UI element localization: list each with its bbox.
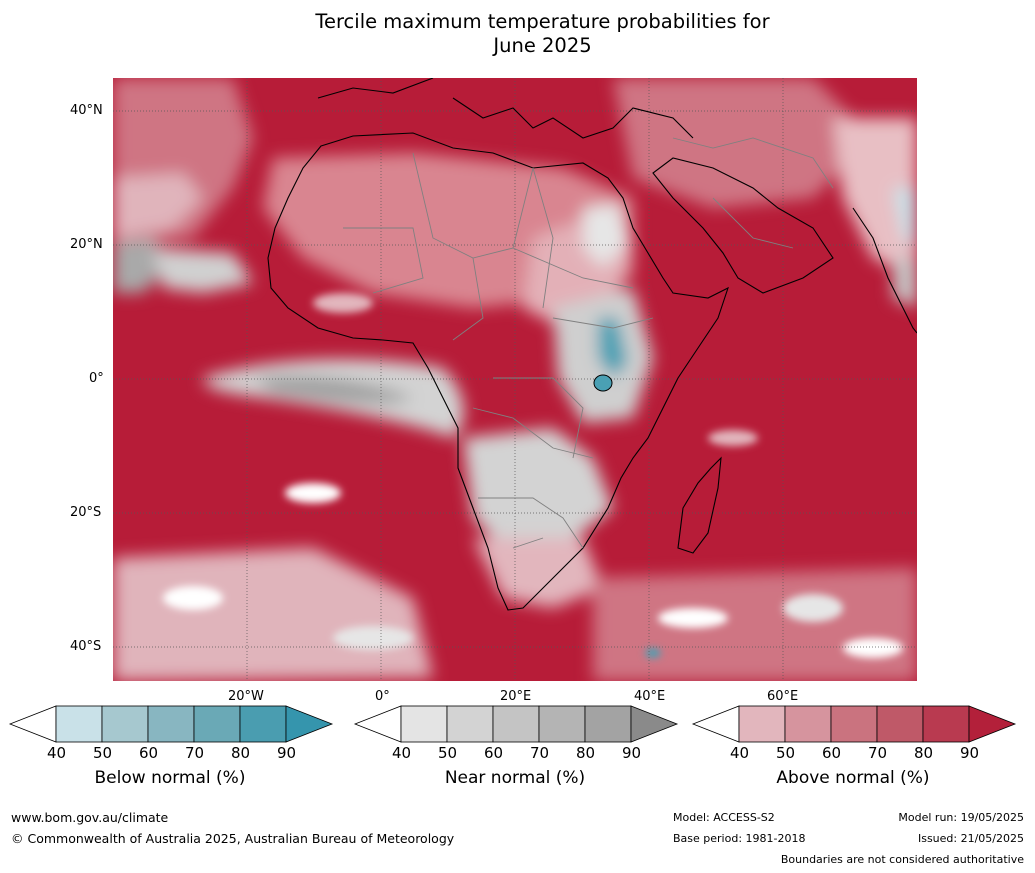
probability-patches <box>113 78 917 681</box>
africa-coastline <box>267 132 729 611</box>
lon-label-40e: 40°E <box>634 689 666 704</box>
title-line-1: Tercile maximum temperature probabilitie… <box>315 10 770 33</box>
above-colorbar-segment <box>784 705 832 743</box>
above-colorbar-tick: 60 <box>822 744 842 762</box>
below-colorbar-low-triangle <box>8 705 57 743</box>
lon-label-20w: 20°W <box>228 689 264 704</box>
issued-text: Issued: 21/05/2025 <box>917 832 1024 845</box>
below-colorbar-segment <box>239 705 287 743</box>
lon-label-60e: 60°E <box>767 689 799 704</box>
arabia-coastline <box>652 157 834 294</box>
near-colorbar-low-triangle <box>353 705 402 743</box>
near-colorbar-tick: 50 <box>438 744 458 762</box>
below-colorbar-segment <box>147 705 195 743</box>
graticule <box>113 78 917 681</box>
lat-label-0: 0° <box>89 371 104 386</box>
below-colorbar-high-triangle <box>285 705 334 743</box>
base-period-text: Base period: 1981-2018 <box>673 832 806 845</box>
below-normal-label: Below normal (%) <box>94 768 246 788</box>
above-colorbar-segment <box>922 705 970 743</box>
below-colorbar-tick: 40 <box>47 744 67 762</box>
above-colorbar-tick: 40 <box>730 744 750 762</box>
near-colorbar-segment <box>584 705 632 743</box>
lat-label-40n: 40°N <box>70 103 103 118</box>
near-colorbar-tick: 40 <box>392 744 412 762</box>
above-colorbar-high-triangle <box>968 705 1017 743</box>
near-colorbar-segment <box>400 705 448 743</box>
lat-label-20n: 20°N <box>70 237 103 252</box>
near-colorbar-tick: 70 <box>530 744 550 762</box>
above-normal-label: Above normal (%) <box>776 768 930 788</box>
above-colorbar-low-triangle <box>691 705 740 743</box>
near-colorbar-tick: 80 <box>576 744 596 762</box>
india-coastline <box>852 207 917 334</box>
near-colorbar-segment <box>446 705 494 743</box>
map-canvas <box>113 78 917 681</box>
disclaimer-text: Boundaries are not considered authoritat… <box>780 853 1024 866</box>
detail-patches <box>163 293 903 658</box>
below-colorbar-segment <box>101 705 149 743</box>
colorbars <box>8 705 1017 743</box>
lat-label-40s: 40°S <box>70 639 102 654</box>
near-normal-label: Near normal (%) <box>444 768 586 788</box>
probability-map <box>113 78 917 681</box>
below-colorbar-tick: 60 <box>139 744 159 762</box>
above-colorbar-segment <box>876 705 924 743</box>
near-colorbar-segment <box>538 705 586 743</box>
near-colorbar-tick: 60 <box>484 744 504 762</box>
model-text: Model: ACCESS-S2 <box>673 811 775 824</box>
above-colorbar-tick: 70 <box>868 744 888 762</box>
near-colorbar-high-triangle <box>630 705 679 743</box>
title-line-2: June 2025 <box>493 34 592 57</box>
near-colorbar-segment <box>492 705 540 743</box>
below-colorbar-segment <box>193 705 241 743</box>
above-colorbar-tick: 90 <box>960 744 980 762</box>
model-run-text: Model run: 19/05/2025 <box>898 811 1024 824</box>
europe-coastline <box>317 78 694 139</box>
above-colorbar-segment <box>830 705 878 743</box>
near-colorbar-tick: 90 <box>622 744 642 762</box>
lon-label-0: 0° <box>375 689 390 704</box>
below-colorbar-tick: 70 <box>185 744 205 762</box>
copyright-text: © Commonwealth of Australia 2025, Austra… <box>11 831 455 846</box>
above-colorbar-tick: 80 <box>914 744 934 762</box>
country-borders <box>343 137 834 549</box>
map-title: Tercile maximum temperature probabilitie… <box>0 10 1035 58</box>
below-colorbar-tick: 50 <box>93 744 113 762</box>
below-colorbar-segment <box>55 705 103 743</box>
madagascar-coastline <box>677 456 722 554</box>
below-colorbar-tick: 90 <box>277 744 297 762</box>
above-colorbar-tick: 50 <box>776 744 796 762</box>
below-colorbar-tick: 80 <box>231 744 251 762</box>
lake-victoria <box>593 374 613 392</box>
above-colorbar-segment <box>738 705 786 743</box>
website-link[interactable]: www.bom.gov.au/climate <box>11 810 169 825</box>
lat-label-20s: 20°S <box>70 505 102 520</box>
lon-label-20e: 20°E <box>500 689 532 704</box>
